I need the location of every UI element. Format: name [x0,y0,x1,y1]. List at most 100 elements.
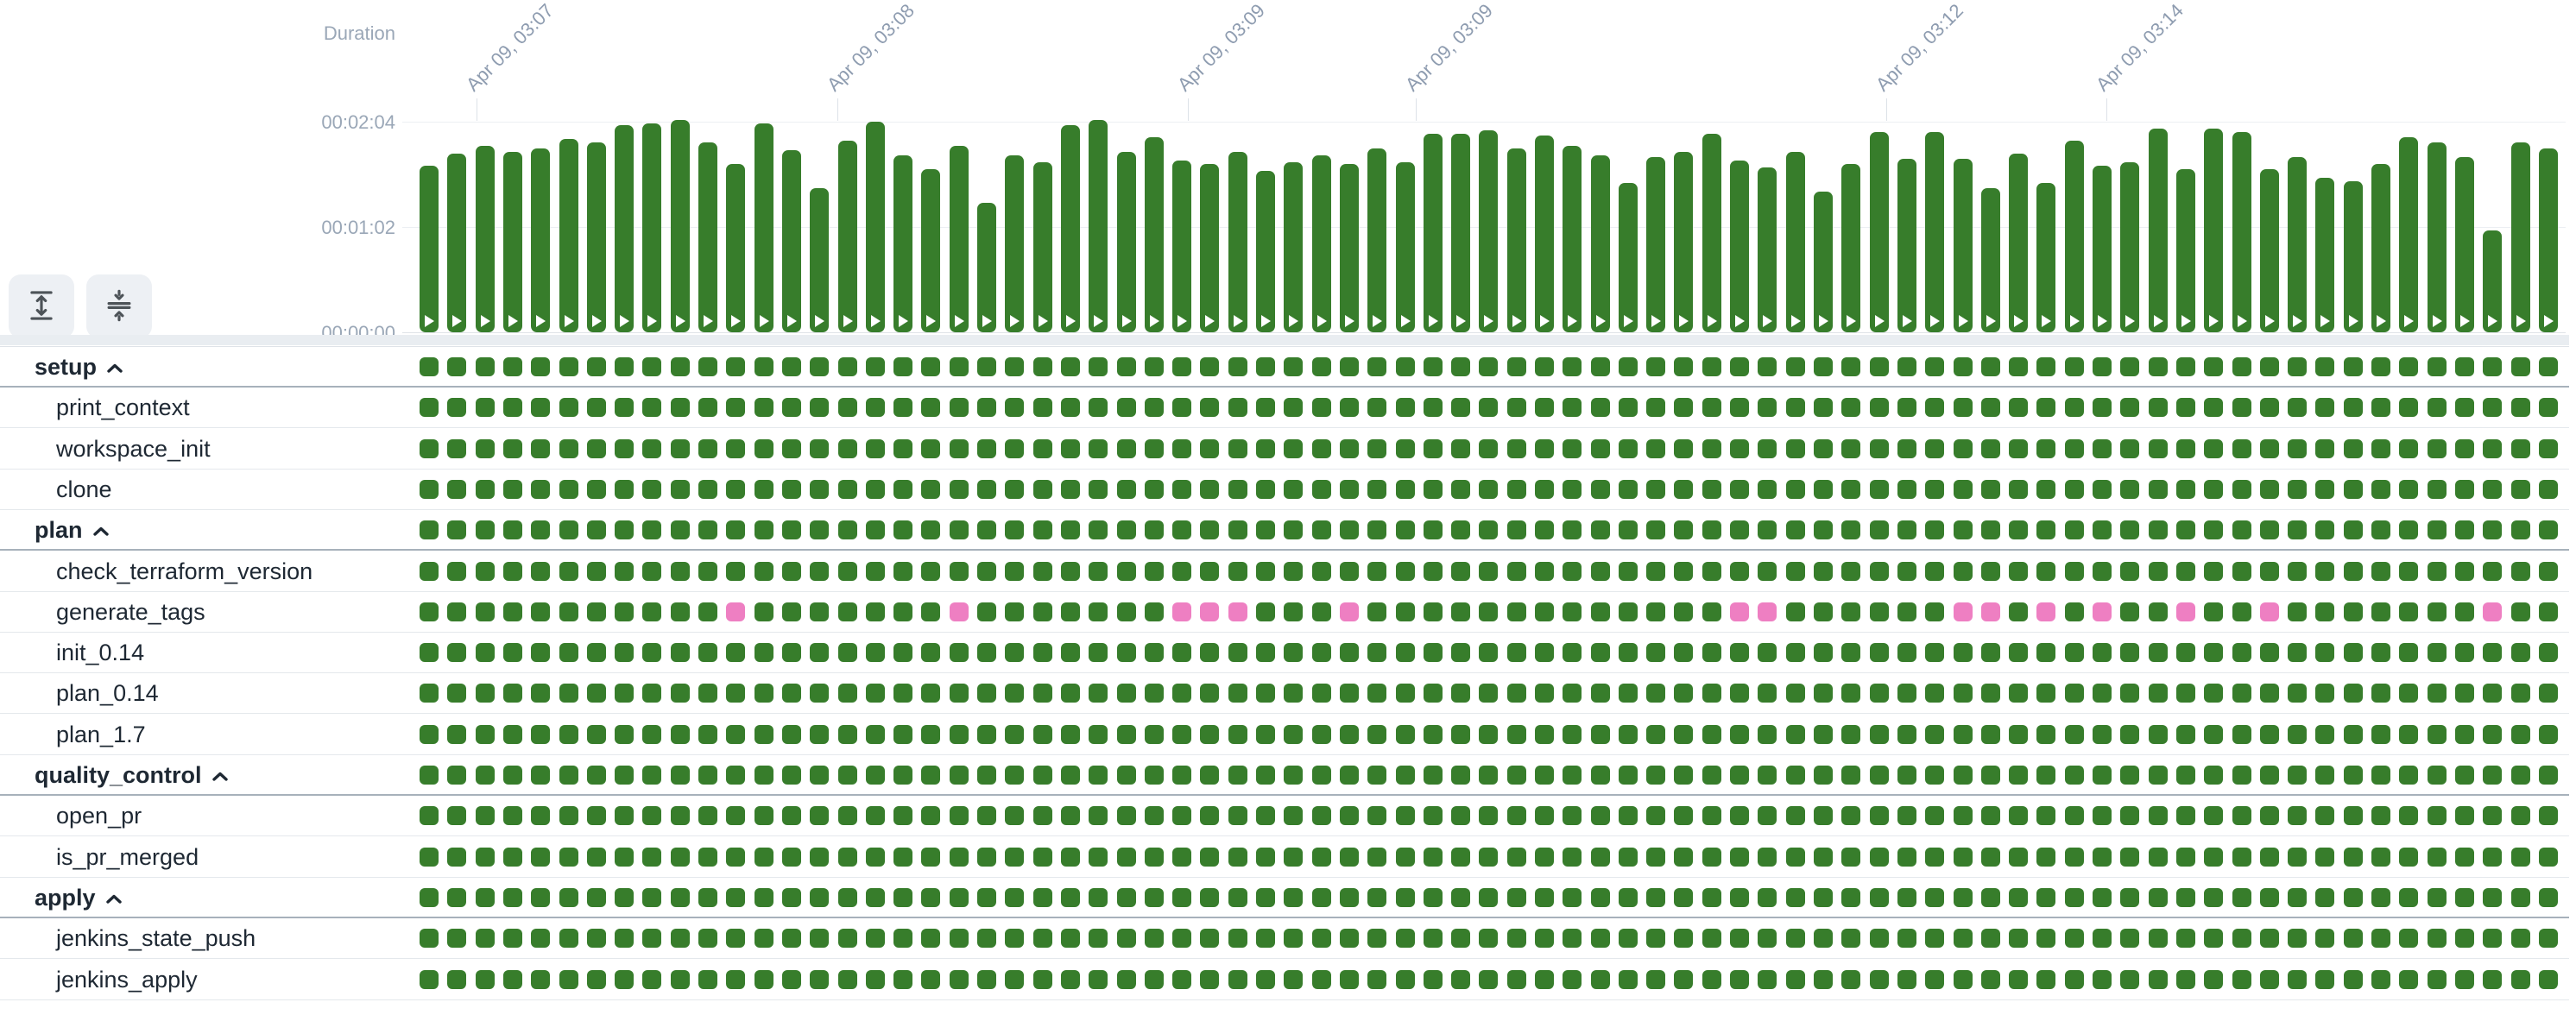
stage-status-cell-passed[interactable] [1841,848,1860,867]
stage-status-cell-passed[interactable] [2260,357,2279,376]
stage-status-cell-passed[interactable] [2539,806,2558,825]
stage-status-cell-passed[interactable] [1479,725,1498,744]
stage-status-cell-passed[interactable] [1005,684,1024,703]
stage-status-cell-passed[interactable] [420,439,439,458]
stage-status-cell-passed[interactable] [1089,725,1108,744]
stage-status-cell-passed[interactable] [2120,602,2139,621]
stage-status-cell-passed[interactable] [2315,806,2334,825]
stage-status-cell-passed[interactable] [782,643,801,662]
stage-status-cell-passed[interactable] [1870,725,1889,744]
stage-status-cell-passed[interactable] [1451,929,1470,948]
stage-status-cell-passed[interactable] [2065,725,2084,744]
stage-status-cell-passed[interactable] [1089,602,1108,621]
stage-status-cell-passed[interactable] [1005,439,1024,458]
stage-status-cell-passed[interactable] [698,766,717,785]
stage-status-cell-passed[interactable] [1312,562,1331,581]
stage-status-cell-passed[interactable] [2232,398,2251,417]
build-duration-bar[interactable] [1172,161,1191,332]
stage-status-cell-passed[interactable] [1312,520,1331,539]
stage-status-cell-passed[interactable] [2093,520,2112,539]
stage-status-cell-passed[interactable] [1479,684,1498,703]
stage-status-cell-passed[interactable] [1479,439,1498,458]
stage-status-cell-passed[interactable] [1619,643,1638,662]
build-duration-bar[interactable] [559,139,578,332]
build-duration-bar[interactable] [1145,137,1164,332]
stage-status-cell-passed[interactable] [950,357,969,376]
stage-status-cell-passed[interactable] [1340,684,1359,703]
stage-status-cell-passed[interactable] [1033,929,1052,948]
stage-status-cell-passed[interactable] [1535,562,1554,581]
stage-status-cell-passed[interactable] [476,888,495,907]
stage-status-cell-passed[interactable] [1870,929,1889,948]
stage-status-cell-passed[interactable] [1451,643,1470,662]
stage-status-cell-passed[interactable] [476,806,495,825]
stage-status-cell-passed[interactable] [1367,806,1386,825]
stage-status-cell-failed[interactable] [1758,602,1777,621]
stage-status-cell-passed[interactable] [2120,357,2139,376]
stage-status-cell-passed[interactable] [2428,480,2447,499]
stage-status-cell-passed[interactable] [503,766,522,785]
stage-status-cell-passed[interactable] [782,929,801,948]
stage-status-cell-passed[interactable] [726,439,745,458]
stage-status-cell-passed[interactable] [476,725,495,744]
stage-status-cell-passed[interactable] [838,357,857,376]
stage-status-cell-passed[interactable] [1367,562,1386,581]
stage-status-cell-passed[interactable] [2455,562,2474,581]
stage-status-cell-passed[interactable] [2288,929,2307,948]
stage-status-cell-passed[interactable] [1730,888,1749,907]
stage-status-cell-passed[interactable] [1702,439,1721,458]
stage-status-cell-passed[interactable] [1145,888,1164,907]
stage-status-cell-passed[interactable] [1479,970,1498,989]
stage-status-cell-passed[interactable] [2260,562,2279,581]
stage-status-cell-passed[interactable] [2120,888,2139,907]
stage-status-cell-passed[interactable] [1507,725,1526,744]
stage-status-cell-passed[interactable] [671,520,690,539]
stage-status-cell-passed[interactable] [754,562,773,581]
stage-status-cell-passed[interactable] [782,806,801,825]
stage-status-cell-passed[interactable] [1619,480,1638,499]
stage-status-cell-passed[interactable] [1200,562,1219,581]
stage-status-cell-passed[interactable] [1786,520,1805,539]
stage-status-cell-passed[interactable] [2315,888,2334,907]
stage-status-cell-passed[interactable] [1954,520,1973,539]
stage-status-cell-passed[interactable] [1730,643,1749,662]
stage-status-cell-passed[interactable] [1925,439,1944,458]
stage-status-cell-passed[interactable] [726,888,745,907]
stage-status-cell-passed[interactable] [1702,643,1721,662]
stage-status-cell-passed[interactable] [1507,357,1526,376]
stage-status-cell-passed[interactable] [2232,357,2251,376]
stage-status-cell-passed[interactable] [1117,562,1136,581]
stage-status-cell-passed[interactable] [1814,725,1833,744]
stage-status-cell-passed[interactable] [2009,562,2028,581]
stage-status-cell-passed[interactable] [1145,520,1164,539]
stage-status-cell-passed[interactable] [1033,766,1052,785]
stage-status-cell-passed[interactable] [950,643,969,662]
stage-status-cell-passed[interactable] [1870,888,1889,907]
stage-status-cell-failed[interactable] [1730,602,1749,621]
stage-status-cell-passed[interactable] [977,602,996,621]
stage-status-cell-passed[interactable] [587,929,606,948]
stage-status-cell-passed[interactable] [1925,888,1944,907]
stage-status-cell-passed[interactable] [1507,888,1526,907]
stage-status-cell-passed[interactable] [1005,848,1024,867]
stage-status-cell-passed[interactable] [2344,439,2363,458]
stage-status-cell-passed[interactable] [2455,684,2474,703]
build-duration-bar[interactable] [2204,129,2223,332]
stage-status-cell-passed[interactable] [977,520,996,539]
stage-status-cell-passed[interactable] [2036,439,2055,458]
stage-status-cell-passed[interactable] [2483,398,2502,417]
stage-status-cell-passed[interactable] [1730,970,1749,989]
stage-status-cell-passed[interactable] [698,562,717,581]
stage-status-cell-passed[interactable] [2344,888,2363,907]
stage-status-cell-passed[interactable] [2511,602,2530,621]
stage-status-cell-passed[interactable] [587,970,606,989]
stage-status-cell-passed[interactable] [1981,520,2000,539]
build-duration-bar[interactable] [1786,152,1805,332]
build-duration-bar[interactable] [2428,142,2447,332]
stage-status-cell-passed[interactable] [1870,602,1889,621]
stage-status-cell-passed[interactable] [1925,398,1944,417]
stage-status-cell-passed[interactable] [977,970,996,989]
stage-status-cell-passed[interactable] [977,848,996,867]
stage-status-cell-passed[interactable] [1925,480,1944,499]
stage-status-cell-passed[interactable] [1061,888,1080,907]
